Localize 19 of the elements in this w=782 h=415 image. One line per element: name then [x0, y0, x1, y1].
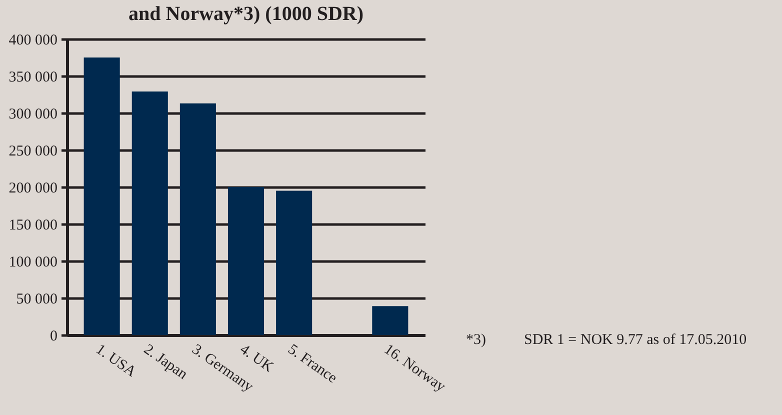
y-tick-label: 300 000: [8, 106, 58, 122]
y-tick-label: 50 000: [16, 292, 58, 308]
bar: [84, 58, 120, 335]
y-tick-label: 150 000: [8, 218, 58, 234]
text: *3): [466, 332, 486, 349]
y-tick-label: 250 000: [8, 144, 58, 160]
y-tick-label: 350 000: [8, 70, 58, 86]
y-tick-label: 100 000: [8, 254, 58, 270]
y-tick-label: 200 000: [8, 180, 58, 196]
x-tick-label: 1. USA: [92, 342, 139, 381]
bar: [276, 190, 312, 335]
bar: [180, 103, 216, 335]
y-tick-label: 400 000: [8, 32, 58, 48]
bar: [228, 187, 264, 335]
bar: [372, 306, 408, 335]
text: SDR 1 = NOK 9.77 as of 17.05.2010: [524, 332, 747, 349]
bar: [132, 92, 168, 335]
y-tick-label: 0: [50, 328, 58, 344]
chart-title: and Norway*3) (1000 SDR): [128, 3, 364, 25]
